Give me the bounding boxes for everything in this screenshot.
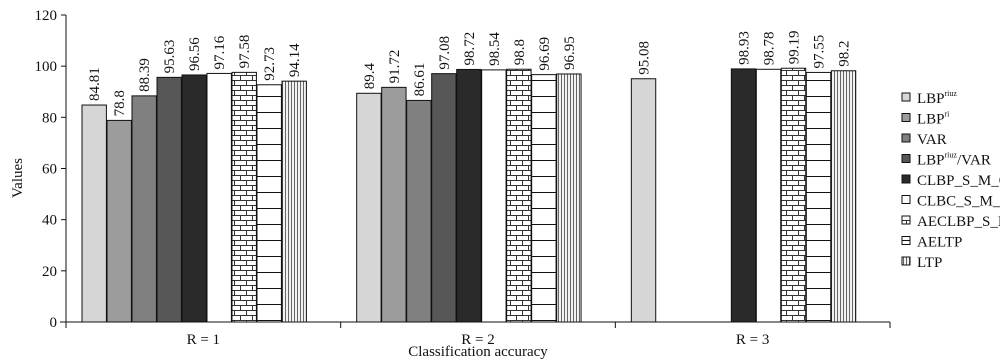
bar (181, 74, 207, 323)
bar (431, 73, 457, 323)
legend-label: AECLBP_S_M_C (917, 214, 1000, 230)
data-label: 97.16 (212, 35, 228, 69)
legend-label: CLBC_S_M_C (917, 194, 1000, 210)
data-label: 97.55 (812, 35, 828, 69)
bar (531, 74, 557, 323)
bar (381, 86, 407, 323)
data-label: 96.56 (187, 37, 203, 71)
data-label: 97.08 (437, 36, 453, 70)
legend-label: LBPri (917, 110, 950, 128)
legend: LBPriuz LBPri VAR LBPriuz/VAR CLBP_S_M_C CLBC… (901, 89, 1000, 271)
data-labels-group: 84.81 78.8 88.39 95.63 96.56 97.16 97.58 92.73 9… (87, 30, 852, 116)
legend-swatch (901, 195, 911, 204)
bar (81, 104, 107, 323)
bar (805, 71, 832, 323)
data-label: 98.2 (837, 41, 853, 67)
category-label: R = 1 (187, 332, 220, 348)
x-axis-title: Classification accuracy (408, 344, 548, 360)
legend-swatch (901, 236, 911, 245)
legend-item: AELTP (901, 235, 962, 251)
legend-item: CLBP_S_M_C (901, 173, 1000, 189)
y-axis-title: Values (10, 158, 26, 198)
legend-item: AECLBP_S_M_C (901, 214, 1000, 230)
bar (830, 70, 857, 323)
bar (281, 80, 307, 323)
data-label: 92.73 (262, 47, 278, 81)
legend-item: CLBC_S_M_C (901, 194, 1000, 210)
y-tick-label: 20 (42, 264, 57, 280)
bar (730, 68, 757, 323)
x-axis-ticks (65, 322, 891, 328)
legend-item: VAR (901, 132, 947, 148)
bar (456, 68, 482, 323)
data-label: 91.72 (387, 50, 403, 84)
legend-item: LTP (901, 255, 942, 271)
category-labels-group: R = 1 R = 2 R = 3 (187, 332, 770, 348)
y-axis-ticks: 0 20 40 60 80 100 120 (35, 8, 66, 331)
legend-label: AELTP (917, 235, 962, 251)
bar (131, 95, 157, 323)
bar (780, 67, 807, 323)
legend-swatch (901, 92, 911, 102)
y-tick-label: 60 (42, 162, 57, 178)
bar (481, 69, 507, 323)
bar (106, 119, 132, 323)
bar (556, 73, 582, 323)
data-label: 88.39 (137, 58, 153, 92)
data-label: 89.4 (362, 63, 378, 90)
legend-swatch (901, 133, 911, 143)
bar (630, 78, 657, 323)
bar (506, 68, 532, 323)
legend-label: VAR (917, 132, 947, 148)
legend-label: LBPriuz (917, 89, 957, 107)
data-label: 94.14 (287, 43, 303, 77)
y-tick-label: 120 (35, 8, 58, 24)
bar (356, 92, 382, 323)
legend-swatch (901, 215, 911, 225)
data-label: 95.08 (637, 41, 653, 75)
data-label: 97.58 (237, 35, 253, 69)
category-label: R = 3 (736, 332, 769, 348)
legend-item: LBPri (901, 110, 950, 128)
data-label: 98.93 (737, 31, 753, 65)
legend-item: LBPriuz (901, 89, 957, 107)
data-label: 95.63 (162, 40, 178, 74)
legend-swatch (901, 174, 911, 184)
data-label: 96.69 (537, 37, 553, 71)
y-tick-label: 0 (50, 315, 58, 331)
data-label: 98.72 (462, 32, 478, 66)
y-tick-label: 40 (42, 213, 57, 229)
y-tick-label: 80 (42, 110, 57, 126)
legend-label: LTP (917, 255, 942, 271)
bar (231, 71, 257, 323)
data-label: 84.81 (87, 67, 103, 101)
bar (256, 84, 282, 323)
legend-swatch (901, 113, 911, 122)
y-tick-label: 100 (35, 59, 58, 75)
data-label: 98.8 (512, 39, 528, 65)
category-label: R = 2 (461, 332, 494, 348)
legend-item: LBPriuz/VAR (901, 151, 991, 169)
legend-swatch (901, 256, 911, 266)
legend-swatch (901, 154, 911, 163)
legend-label: LBPriuz/VAR (917, 151, 991, 169)
data-label: 78.8 (112, 90, 128, 116)
data-label: 98.78 (762, 32, 778, 66)
data-label: 86.61 (412, 63, 428, 97)
bar (406, 99, 432, 323)
bars-group (81, 67, 857, 323)
data-label: 98.54 (487, 32, 503, 66)
legend-label: CLBP_S_M_C (917, 173, 1000, 189)
bar (156, 76, 182, 323)
bar (206, 72, 232, 323)
bar (755, 68, 782, 323)
data-label: 96.95 (562, 36, 578, 70)
data-label: 99.19 (787, 30, 803, 64)
